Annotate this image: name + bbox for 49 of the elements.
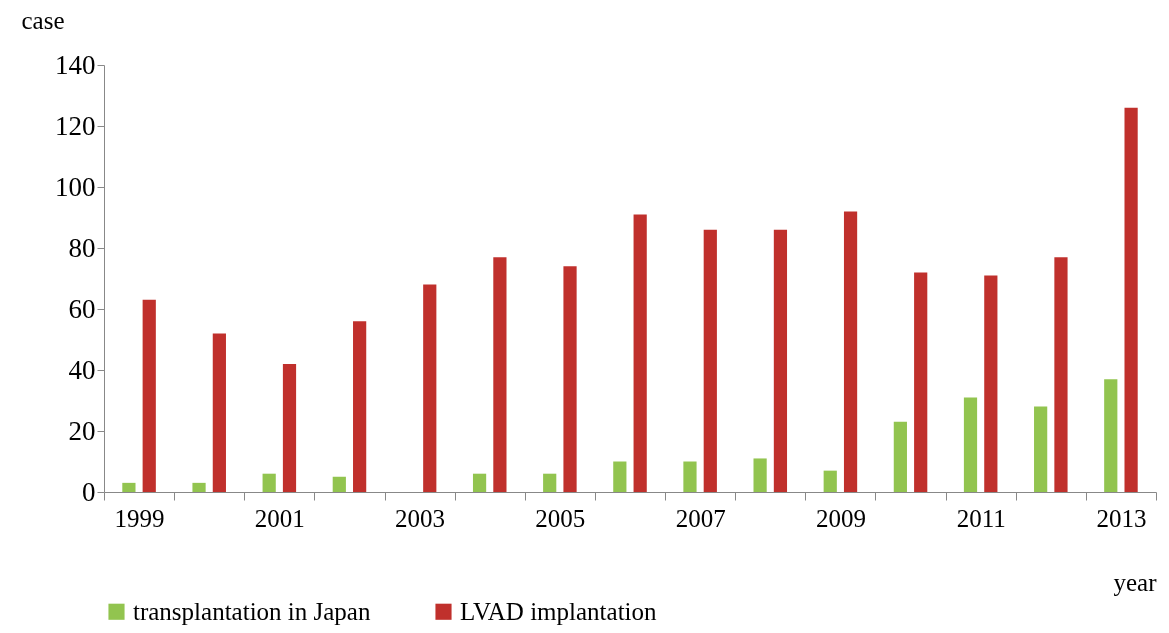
bar [563,266,577,492]
bar [683,461,697,492]
y-tick-label: 120 [55,110,96,141]
bar [703,229,717,492]
bar [212,333,226,492]
x-tick-label: 2011 [956,504,1006,532]
bar [472,473,487,492]
x-axis-title: year [1113,568,1158,596]
legend-label: LVAD implantation [460,597,658,625]
bar [843,211,858,492]
bar [914,272,928,492]
bar [984,275,998,492]
bar [332,476,346,492]
y-axis-title: case [21,6,65,34]
bar [633,214,647,492]
x-tick-label: 2007 [675,504,726,532]
x-tick-label: 1999 [114,504,165,532]
bar [142,299,156,492]
y-tick-label: 140 [55,49,96,80]
bar [122,482,136,492]
bar [423,284,437,492]
x-tick-label: 2003 [395,504,446,532]
bar [1124,107,1138,492]
bar [1034,406,1048,492]
y-tick-label: 100 [55,171,96,202]
bar [353,321,367,492]
bar [773,229,788,492]
bar [192,482,206,492]
bar [823,470,837,492]
bar [543,473,557,492]
bar [1104,379,1118,492]
bar [963,397,978,492]
y-tick-label: 20 [68,415,96,446]
bar [262,473,276,492]
y-tick-label: 40 [68,354,96,385]
bar [893,421,907,492]
bar [1054,257,1068,492]
bar [613,461,627,492]
y-tick-label: 60 [68,293,96,324]
x-tick-label: 2013 [1096,504,1147,532]
bar [282,363,297,492]
bar [493,257,507,492]
bar [753,458,767,492]
y-tick-label: 80 [68,232,96,263]
x-tick-label: 2009 [815,504,866,532]
x-tick-label: 2001 [254,504,305,532]
y-tick-label: 0 [82,476,96,507]
x-tick-label: 2005 [535,504,586,532]
legend-label: transplantation in Japan [133,597,371,625]
